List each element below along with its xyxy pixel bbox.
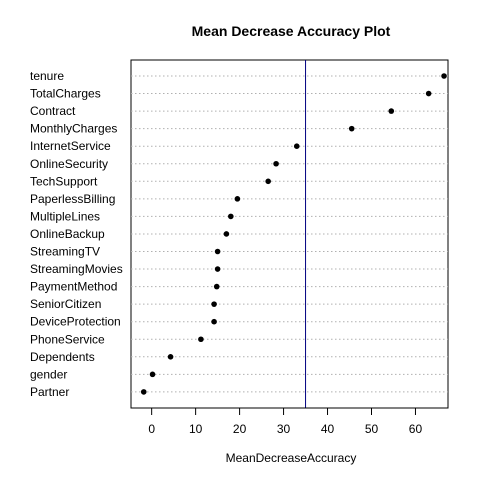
grid-lines — [131, 75, 448, 393]
category-label: PhoneService — [30, 332, 105, 346]
category-label: MonthlyCharges — [30, 122, 117, 136]
category-label: OnlineBackup — [30, 227, 105, 241]
x-tick-label: 10 — [189, 422, 203, 436]
category-label: Dependents — [30, 350, 95, 364]
data-point — [214, 266, 221, 272]
data-point — [149, 371, 156, 378]
data-point — [228, 213, 234, 220]
x-axis: 0 10 20 30 40 50 60 — [148, 407, 423, 436]
category-label: tenure — [30, 69, 64, 83]
category-label: Contract — [30, 104, 76, 118]
category-label: StreamingMovies — [30, 262, 123, 276]
x-tick-label: 20 — [233, 422, 247, 436]
category-label: OnlineSecurity — [30, 157, 108, 171]
data-point — [213, 283, 220, 290]
category-label: PaperlessBilling — [30, 192, 115, 206]
category-label: InternetService — [30, 139, 111, 153]
category-label: TotalCharges — [30, 87, 101, 101]
category-label: gender — [30, 367, 67, 381]
x-tick-label: 50 — [365, 422, 379, 436]
x-tick-label: 0 — [148, 422, 155, 436]
chart-title: Mean Decrease Accuracy Plot — [192, 23, 391, 39]
category-label: DeviceProtection — [30, 315, 121, 329]
category-label: TechSupport — [30, 174, 98, 188]
x-tick-label: 40 — [321, 422, 335, 436]
data-point — [234, 196, 241, 202]
data-points — [140, 73, 447, 395]
category-label: PaymentMethod — [30, 280, 117, 294]
data-point — [211, 318, 217, 325]
data-point — [388, 108, 395, 114]
data-point — [214, 248, 221, 255]
data-point — [441, 73, 447, 79]
x-axis-label: MeanDecreaseAccuracy — [226, 451, 357, 465]
data-point — [273, 160, 279, 167]
category-labels: tenure TotalCharges Contract MonthlyCharges… — [30, 69, 123, 399]
x-tick-label: 30 — [277, 422, 291, 436]
data-point — [198, 336, 204, 343]
data-point — [167, 354, 174, 360]
data-point — [140, 389, 147, 395]
x-tick-label: 60 — [409, 422, 423, 436]
category-label: Partner — [30, 385, 69, 399]
data-point — [425, 90, 432, 97]
data-point — [211, 301, 217, 307]
category-label: MultipleLines — [30, 209, 100, 223]
category-label: SeniorCitizen — [30, 297, 101, 311]
data-point — [348, 125, 355, 132]
data-point — [293, 143, 300, 149]
category-label: StreamingTV — [30, 245, 100, 259]
data-point — [265, 178, 271, 185]
data-point — [223, 231, 230, 237]
